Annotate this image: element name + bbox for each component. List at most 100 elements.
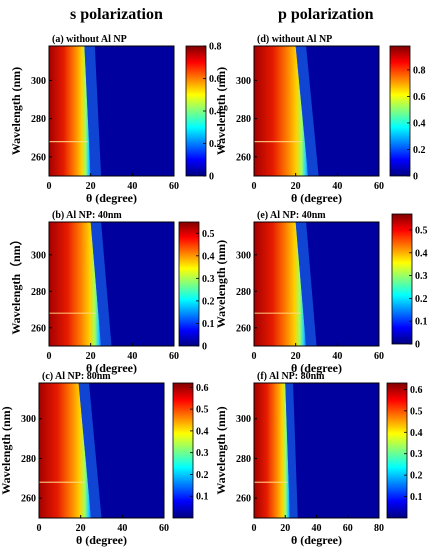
- x-tick-label: 0: [47, 181, 52, 192]
- x-axis-label: θ (degree): [291, 533, 342, 547]
- y-tick-label: 300: [236, 414, 251, 425]
- x-tick-label: 0: [37, 523, 42, 534]
- y-tick-label: 260: [31, 152, 46, 163]
- x-tick-label: 40: [127, 351, 137, 362]
- panel-4: 0 20 40 60 260 280 300 θ (degree) Wavelength (nm…: [214, 210, 428, 375]
- colorbar-tick-label: 0.6: [413, 92, 426, 103]
- x-axis-label: θ (degree): [291, 361, 342, 375]
- y-tick-label: 280: [236, 287, 251, 298]
- y-axis-label: Wavelength (nm): [214, 67, 228, 155]
- colorbar-tick-label: 0.5: [202, 229, 215, 240]
- y-tick-label: 260: [236, 152, 251, 163]
- panel-label: (e) Al NP: 40nm: [257, 210, 326, 221]
- colorbar-tick-label: 0.4: [196, 426, 209, 437]
- panel-label: (c) Al NP: 80nm: [42, 371, 111, 382]
- y-tick-label: 280: [31, 287, 46, 298]
- x-tick-label: 0: [252, 181, 257, 192]
- plot-frame: [253, 45, 380, 177]
- y-tick-label: 300: [236, 76, 251, 87]
- x-tick-label: 20: [86, 351, 96, 362]
- colorbar: [386, 382, 408, 519]
- y-axis-label: Wavelength（nm）: [8, 233, 23, 334]
- colorbar-tick-label: 0.2: [196, 470, 209, 481]
- colorbar-tick-label: 0.1: [196, 492, 209, 503]
- panel-label: (d) without Al NP: [257, 34, 332, 45]
- heatmap-high-region: [254, 383, 290, 518]
- colorbar-tick-label: 0.5: [415, 225, 428, 236]
- colorbar: [178, 221, 200, 347]
- panel-2: 0 20 40 60 260 280 300 θ (degree) Wavelength (nm…: [0, 371, 209, 547]
- colorbar-tick-label: 0: [202, 342, 207, 353]
- colorbar-tick-label: 0.2: [410, 471, 423, 482]
- y-axis-label: Wavelength (nm): [214, 240, 228, 328]
- y-tick-label: 280: [21, 454, 36, 465]
- colorbar-tick-label: 0.5: [196, 405, 209, 416]
- x-axis-label: θ (degree): [86, 361, 137, 375]
- colorbar-tick-label: 0.3: [202, 274, 215, 285]
- colorbar-tick-label: 0.4: [415, 248, 428, 259]
- y-tick-label: 300: [21, 414, 36, 425]
- y-tick-label: 280: [236, 454, 251, 465]
- colorbar-tick-label: 0.2: [415, 294, 428, 305]
- x-tick-label: 60: [343, 523, 353, 534]
- y-tick-label: 300: [236, 250, 251, 261]
- cutoff-edge: [295, 222, 317, 346]
- panel-5: 0 20 40 60 80 260 280 300 θ (degree) Wavelength (…: [214, 371, 423, 547]
- colorbar-tick-label: 0: [209, 172, 214, 183]
- colorbar-tick-label: 0.2: [209, 139, 222, 150]
- colorbar: [172, 382, 194, 519]
- y-tick-label: 280: [236, 114, 251, 125]
- colorbar-tick-label: 0.2: [413, 145, 426, 156]
- colorbar-tick-label: 0.5: [410, 406, 423, 417]
- colorbar-tick-label: 0.4: [202, 251, 215, 262]
- colorbar-tick-label: 0.4: [413, 118, 426, 129]
- heatmap-high-region: [49, 222, 102, 346]
- y-tick-label: 280: [31, 114, 46, 125]
- y-tick-label: 260: [21, 494, 36, 505]
- plot-frame: [38, 382, 165, 519]
- y-tick-label: 300: [31, 250, 46, 261]
- colorbar-tick-label: 0.1: [202, 319, 215, 330]
- column-title-s: s polarization: [70, 6, 163, 23]
- panel-label: (f) Al NP: 80nm: [257, 371, 325, 382]
- colorbar-tick-label: 0.6: [410, 385, 423, 396]
- colorbar-tick-label: 0.3: [410, 449, 423, 460]
- x-tick-label: 20: [76, 523, 86, 534]
- x-tick-label: 60: [374, 181, 384, 192]
- colorbar-tick-label: 0: [413, 172, 418, 183]
- colorbar-tick-label: 0.4: [209, 107, 222, 118]
- colorbar: [389, 45, 411, 177]
- heatmap-high-region: [49, 46, 91, 176]
- x-axis-label: θ (degree): [76, 533, 127, 547]
- x-tick-label: 0: [47, 351, 52, 362]
- x-tick-label: 40: [332, 181, 342, 192]
- x-tick-label: 20: [86, 181, 96, 192]
- x-tick-label: 20: [291, 351, 301, 362]
- plot-frame: [48, 221, 175, 347]
- colorbar-tick-label: 0.1: [410, 492, 423, 503]
- cutoff-edge: [285, 383, 298, 518]
- colorbar-tick-label: 0.3: [415, 271, 428, 282]
- x-tick-label: 0: [252, 351, 257, 362]
- x-tick-label: 40: [332, 351, 342, 362]
- colorbar: [391, 213, 413, 345]
- plot-frame: [48, 45, 175, 177]
- colorbar-tick-label: 0.8: [209, 42, 222, 53]
- colorbar-tick-label: 0.4: [410, 428, 423, 439]
- x-tick-label: 40: [312, 523, 322, 534]
- heatmap-high-region: [254, 222, 307, 346]
- x-tick-label: 60: [374, 351, 384, 362]
- colorbar-tick-label: 0: [415, 340, 420, 351]
- x-tick-label: 40: [117, 523, 127, 534]
- cutoff-edge: [295, 46, 319, 176]
- x-axis-label: θ (degree): [86, 191, 137, 205]
- colorbar-tick-label: 0.8: [413, 65, 426, 76]
- heatmap-high-region: [39, 383, 92, 518]
- y-axis-label: Wavelength (nm): [214, 406, 228, 494]
- cutoff-edge: [90, 222, 112, 346]
- y-axis-label: Wavelength (nm): [9, 67, 23, 155]
- colorbar-tick-label: 0.2: [202, 296, 215, 307]
- panel-label: (b) Al NP: 40nm: [52, 210, 122, 221]
- x-axis-label: θ (degree): [291, 191, 342, 205]
